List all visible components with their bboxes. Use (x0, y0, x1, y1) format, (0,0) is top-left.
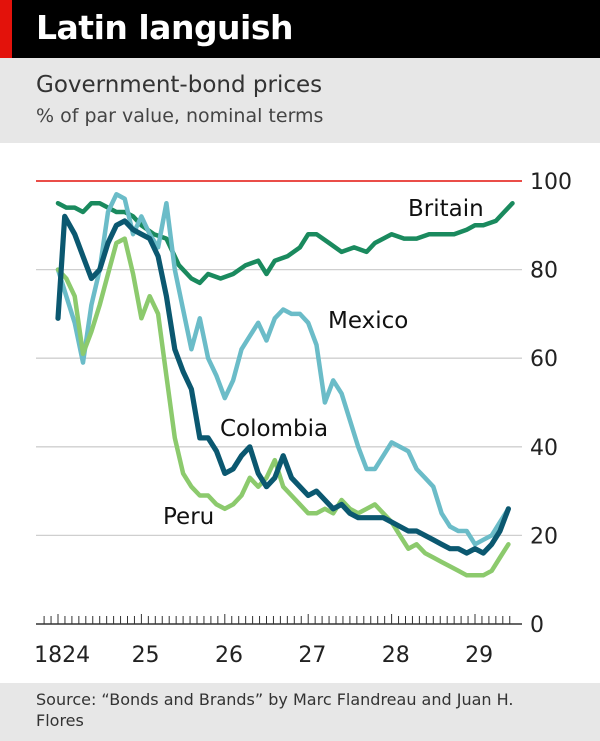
series-line-mexico (55, 192, 511, 547)
series-line-colombia (55, 213, 511, 556)
y-tick-label-100: 100 (530, 170, 572, 195)
y-tick-label-80: 80 (530, 259, 558, 284)
y-tick-label-0: 0 (530, 613, 544, 638)
y-tick-label-60: 60 (530, 347, 558, 372)
x-tick-label-26: 26 (215, 643, 243, 668)
y-tick-label-20: 20 (530, 524, 558, 549)
series-label-britain: Britain (408, 196, 484, 222)
x-tick-label-25: 25 (132, 643, 160, 668)
x-tick-label-1824: 1824 (34, 643, 90, 668)
y-tick-label-40: 40 (530, 436, 558, 461)
chart-title: Latin languish (36, 8, 294, 47)
header-bar (0, 0, 600, 58)
subheader-panel (0, 58, 600, 143)
series-line-britain (55, 200, 515, 286)
series-label-mexico: Mexico (328, 308, 408, 334)
series-label-colombia: Colombia (220, 416, 328, 442)
footer-panel (0, 683, 600, 741)
series-label-peru: Peru (163, 504, 214, 530)
x-tick-label-29: 29 (465, 643, 493, 668)
x-tick-label-28: 28 (382, 643, 410, 668)
chart-subtitle: Government-bond prices (36, 72, 323, 98)
series-line-peru (55, 236, 511, 578)
x-tick-label-27: 27 (298, 643, 326, 668)
source-note: Source: “Bonds and Brands” by Marc Fland… (36, 690, 514, 730)
chart-units: % of par value, nominal terms (36, 105, 324, 127)
line-chart: 0 20 40 60 80 100 1824 25 26 27 28 29 Britain Mexico C… (34, 170, 572, 668)
brand-red-tab (0, 0, 12, 58)
